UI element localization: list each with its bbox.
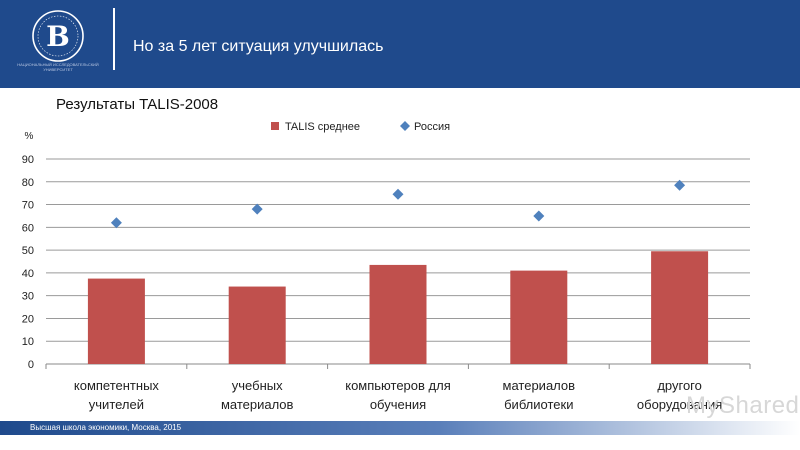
y-axis-ticks: 0 10 20 30 40 50 60 70 80 90 [22,154,34,371]
x-tick-label: библиотеки [504,397,573,412]
header-divider [113,8,115,70]
watermark: MyShared [686,392,800,419]
x-tick-label: другого [657,378,702,393]
y-tick-label: 80 [22,177,34,189]
x-tick-label: обучения [370,397,426,412]
x-tick-label: материалов [503,378,576,393]
x-tick-label: оборудования [637,397,722,412]
marker-point [110,217,122,229]
x-axis-labels: компетентных учителей учебных материалов ком… [74,378,722,412]
marker-point [533,210,545,222]
y-tick-label: 90 [22,154,34,166]
slide-title: Но за 5 лет ситуация улучшилась [133,38,384,55]
legend-swatch-bar [271,122,279,130]
bar [228,286,286,364]
svg-text:В: В [46,20,70,53]
marker-series [110,179,686,229]
bar [651,251,709,364]
bar-series [87,251,709,364]
footer-text: Высшая школа экономики, Москва, 2015 [30,423,182,432]
chart-title: Результаты TALIS-2008 [56,96,219,113]
marker-point [674,179,686,191]
legend-label: TALIS среднее [285,121,360,133]
y-axis-label: % [25,131,34,142]
x-tick-label: компьютеров для [345,378,451,393]
y-tick-label: 70 [22,200,34,212]
logo-caption: НАЦИОНАЛЬНЫЙ ИССЛЕДОВАТЕЛЬСКИЙ УНИВЕРСИТ… [17,62,99,72]
legend-label: Россия [414,121,450,133]
y-tick-label: 50 [22,245,34,257]
y-tick-label: 30 [22,291,34,303]
x-tick-label: компетентных [74,378,160,393]
x-tick-label: материалов [221,397,294,412]
footer-bar [0,421,800,435]
y-tick-label: 60 [22,222,34,234]
university-logo-icon: В [32,10,84,62]
bar [369,264,427,364]
marker-point [251,203,263,215]
bar [87,278,145,364]
y-tick-label: 0 [28,359,34,371]
x-tick-label: учебных [232,378,283,393]
header-bar: В НАЦИОНАЛЬНЫЙ ИССЛЕДОВАТЕЛЬСКИЙ УНИВЕРС… [0,0,800,88]
legend: TALIS среднее Россия [271,121,450,133]
y-tick-label: 20 [22,313,34,325]
legend-swatch-marker [400,121,410,131]
x-tick-label: учителей [89,397,144,412]
y-tick-label: 10 [22,336,34,348]
marker-point [392,188,404,200]
bar [510,270,568,364]
y-tick-label: 40 [22,268,34,280]
